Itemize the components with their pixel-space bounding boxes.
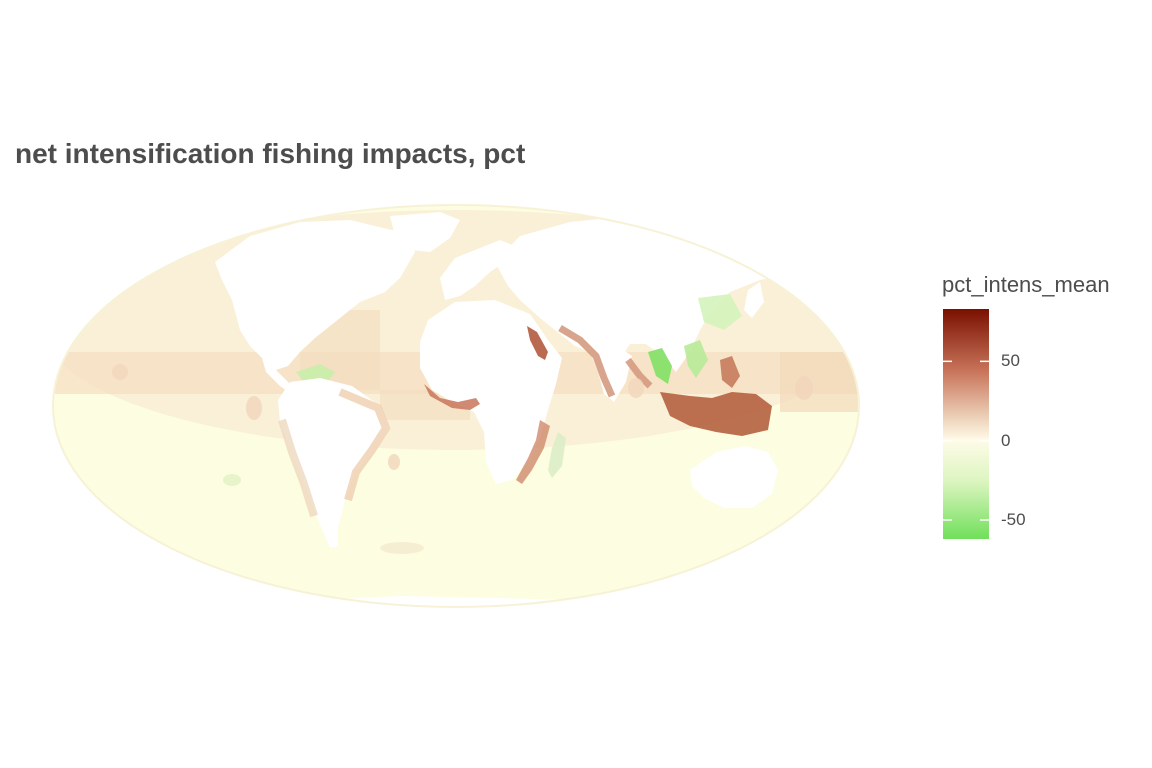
region-vietnam-coast — [684, 340, 708, 378]
region-madagascar — [548, 432, 566, 478]
land-asia — [495, 216, 800, 384]
region-pacific-seamount-5 — [112, 364, 128, 380]
legend-tick-label: 50 — [1001, 351, 1020, 371]
legend-gradient — [943, 309, 989, 539]
region-east-china-sea — [698, 294, 742, 330]
land-greenland — [390, 212, 460, 252]
land-africa — [420, 300, 562, 484]
region-pacific-seamount-3 — [628, 378, 644, 398]
region-east-africa-coast — [516, 420, 550, 484]
region-pacific-seamount-4 — [795, 376, 813, 400]
legend-tick-label: 0 — [1001, 430, 1011, 450]
region-west-africa — [424, 384, 480, 410]
map-title: net intensification fishing impacts, pct — [15, 138, 526, 169]
ocean-region-pacific-west — [780, 352, 859, 412]
region-south-atlantic-patch — [380, 542, 424, 554]
region-arabian-sea — [558, 324, 616, 398]
region-philippines — [720, 356, 740, 388]
land-europe — [440, 240, 515, 300]
land-north-america — [215, 220, 415, 372]
legend-title: pct_intens_mean — [942, 272, 1110, 297]
region-red-sea — [527, 326, 548, 360]
region-caribbean — [296, 364, 335, 384]
region-gulf-of-thailand — [648, 348, 672, 384]
legend-tick-label: -50 — [1001, 509, 1026, 529]
land-japan — [744, 282, 764, 318]
region-pacific-seamount-2 — [388, 454, 400, 470]
land-australia — [690, 446, 778, 508]
region-south-pacific-green — [223, 474, 241, 486]
coast-south-america-east — [338, 388, 391, 502]
region-indonesia — [660, 392, 772, 436]
region-bay-of-bengal — [625, 357, 653, 389]
coast-south-america-west — [278, 418, 318, 518]
region-pacific-seamount-1 — [246, 396, 262, 420]
land-south-america — [278, 378, 390, 548]
legend-colorbar — [943, 309, 989, 539]
